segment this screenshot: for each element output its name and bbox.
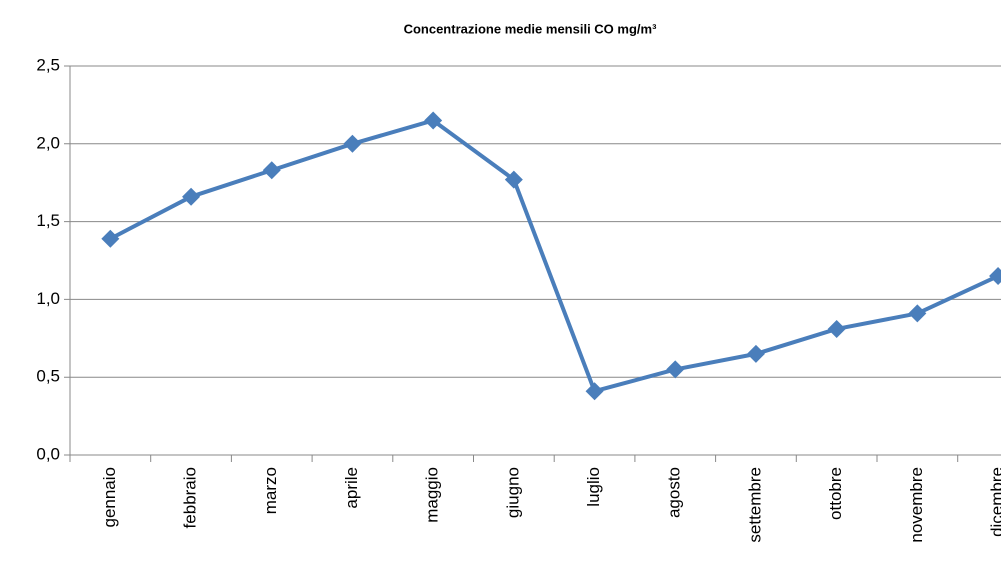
marker — [101, 229, 120, 248]
marker — [585, 382, 604, 401]
x-tick-label: ottobre — [826, 467, 845, 520]
x-tick-label: aprile — [342, 467, 361, 509]
marker — [827, 319, 846, 338]
y-tick-label: 1,5 — [36, 211, 60, 230]
marker — [908, 304, 927, 323]
marker — [262, 161, 281, 180]
x-tick-label: gennaio — [100, 467, 119, 528]
marker — [343, 134, 362, 153]
marker — [504, 170, 523, 189]
y-tick-label: 0,5 — [36, 367, 60, 386]
y-tick-label: 2,0 — [36, 133, 60, 152]
x-tick-label: settembre — [745, 467, 764, 543]
x-tick-label: dicembre — [988, 467, 1001, 537]
y-tick-label: 2,5 — [36, 55, 60, 74]
x-tick-label: novembre — [907, 467, 926, 543]
x-tick-label: marzo — [261, 467, 280, 514]
line — [109, 118, 999, 394]
x-tick-label: febbraio — [181, 467, 200, 528]
y-tick-label: 1,0 — [36, 289, 60, 308]
marker — [182, 187, 201, 206]
x-tick-label: agosto — [665, 467, 684, 518]
x-tick-label: giugno — [503, 467, 522, 518]
marker — [746, 344, 765, 363]
x-tick-label: maggio — [423, 467, 442, 523]
x-tick-label: luglio — [584, 467, 603, 507]
chart-title: Concentrazione medie mensili CO mg/m³ — [404, 21, 657, 36]
marker — [666, 360, 685, 379]
marker — [424, 111, 443, 130]
marker — [989, 267, 1001, 286]
y-tick-label: 0,0 — [36, 444, 60, 463]
